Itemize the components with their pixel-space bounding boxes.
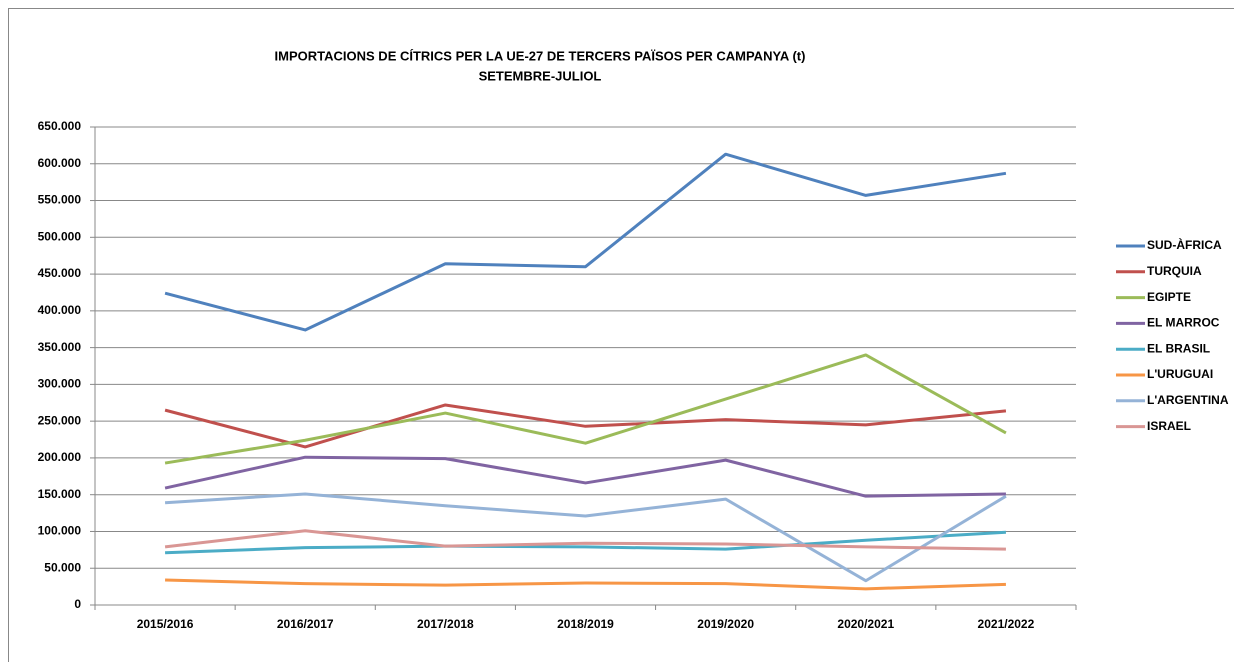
y-tick-label: 500.000	[38, 229, 82, 243]
y-tick-label: 400.000	[38, 303, 82, 317]
x-tick-label: 2018/2019	[557, 617, 614, 631]
y-tick-label: 50.000	[44, 560, 81, 574]
series-line	[164, 152, 1007, 332]
legend-label: TURQUIA	[1147, 264, 1202, 278]
x-tick-label: 2016/2017	[277, 617, 334, 631]
chart-subtitle: SETEMBRE-JULIOL	[479, 68, 602, 83]
y-tick-label: 300.000	[38, 377, 82, 391]
legend-label: L'URUGUAI	[1147, 367, 1213, 381]
y-tick-label: 0	[74, 597, 81, 611]
legend-label: ISRAEL	[1147, 419, 1191, 433]
y-tick-label: 150.000	[38, 487, 82, 501]
series-line	[164, 353, 1007, 465]
x-tick-label: 2020/2021	[837, 617, 894, 631]
legend-label: SUD-ÀFRICA	[1147, 237, 1222, 252]
x-tick-label: 2021/2022	[978, 617, 1035, 631]
legend-label: EL MARROC	[1147, 316, 1220, 330]
series-line	[165, 578, 1006, 591]
series-line	[165, 530, 1007, 555]
series-line	[164, 492, 1007, 583]
y-tick-label: 100.000	[38, 524, 82, 538]
series-line	[164, 403, 1007, 449]
x-tick-label: 2015/2016	[137, 617, 194, 631]
y-tick-label: 650.000	[38, 119, 82, 133]
x-tick-label: 2017/2018	[417, 617, 474, 631]
y-tick-label: 350.000	[38, 340, 82, 354]
chart-title: IMPORTACIONS DE CÍTRICS PER LA UE-27 DE …	[275, 48, 806, 63]
y-tick-label: 600.000	[38, 156, 82, 170]
series-line	[164, 455, 1006, 498]
legend-label: EGIPTE	[1147, 290, 1191, 304]
y-tick-label: 250.000	[38, 413, 82, 427]
legend-label: L'ARGENTINA	[1147, 393, 1229, 407]
y-tick-label: 200.000	[38, 450, 82, 464]
y-tick-label: 550.000	[38, 193, 82, 207]
legend-label: EL BRASIL	[1147, 341, 1210, 355]
y-tick-label: 450.000	[38, 266, 82, 280]
series-line	[164, 529, 1006, 551]
chart-frame	[8, 8, 1234, 662]
x-tick-label: 2019/2020	[697, 617, 754, 631]
